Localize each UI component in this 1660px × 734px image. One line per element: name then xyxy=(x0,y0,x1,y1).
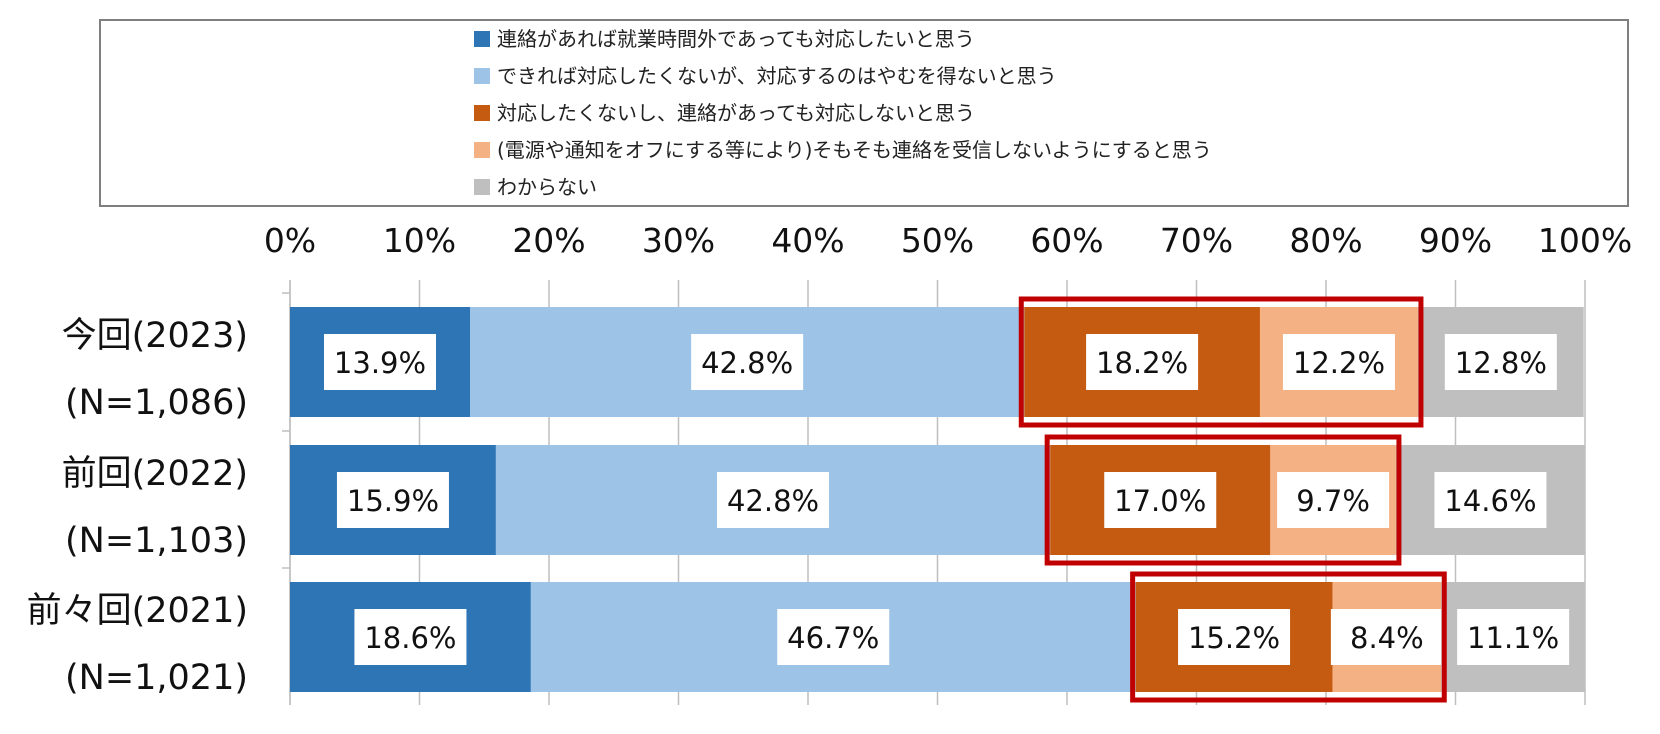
data-label-box-0-1 xyxy=(336,472,449,528)
data-label-box-4-2 xyxy=(1457,609,1570,665)
x-tick-label-6: 60% xyxy=(1030,221,1103,260)
legend-label-4: わからない xyxy=(497,175,597,199)
data-label-0-0: 13.9% xyxy=(334,346,426,380)
legend-label-0: 連絡があれば就業時間外であっても対応したいと思う xyxy=(497,27,975,51)
legend-swatch-4 xyxy=(474,179,490,195)
data-label-box-3-2 xyxy=(1330,609,1443,665)
data-label-box-2-1 xyxy=(1104,472,1217,528)
legend-label-3: (電源や通知をオフにする等により)そもそも連絡を受信しないようにすると思う xyxy=(497,138,1212,162)
data-label-box-4-0 xyxy=(1444,334,1557,390)
category-label-2-line1: 前々回(2021) xyxy=(27,591,248,631)
legend-box xyxy=(99,19,1629,207)
data-label-3-2: 8.4% xyxy=(1350,621,1424,655)
legend: 連絡があれば就業時間外であっても対応したいと思うできれば対応したくないが、対応す… xyxy=(99,19,1629,207)
x-tick-label-2: 20% xyxy=(512,221,585,260)
category-label-0-line2: (N=1,086) xyxy=(65,383,248,423)
data-label-box-2-0 xyxy=(1086,334,1199,390)
data-label-3-0: 12.2% xyxy=(1293,346,1385,380)
category-label-1-line2: (N=1,103) xyxy=(65,521,248,561)
data-label-box-0-0 xyxy=(324,334,437,390)
data-label-1-0: 42.8% xyxy=(701,346,793,380)
legend-swatch-2 xyxy=(474,105,490,121)
data-label-2-0: 18.2% xyxy=(1096,346,1188,380)
data-label-box-0-2 xyxy=(354,609,467,665)
x-tick-label-1: 10% xyxy=(383,221,456,260)
highlight-box-1 xyxy=(1044,434,1402,566)
data-label-box-3-1 xyxy=(1277,472,1390,528)
legend-label-2: 対応したくないし、連絡があっても対応しないと思う xyxy=(497,101,975,125)
legend-swatch-3 xyxy=(474,142,490,158)
data-label-box-3-0 xyxy=(1282,334,1395,390)
x-tick-label-0: 0% xyxy=(264,221,316,260)
data-label-box-2-2 xyxy=(1178,609,1291,665)
category-label-2-line2: (N=1,021) xyxy=(65,658,248,698)
data-label-4-2: 11.1% xyxy=(1467,621,1559,655)
x-tick-label-3: 30% xyxy=(642,221,715,260)
data-label-0-2: 18.6% xyxy=(364,621,456,655)
x-tick-label-8: 80% xyxy=(1289,221,1362,260)
highlight-box-0 xyxy=(1018,296,1424,428)
data-label-box-4-1 xyxy=(1434,472,1547,528)
x-tick-label-7: 70% xyxy=(1160,221,1233,260)
x-tick-label-4: 40% xyxy=(771,221,844,260)
legend-swatch-1 xyxy=(474,68,490,84)
data-label-box-1-0 xyxy=(691,334,804,390)
x-tick-label-10: 100% xyxy=(1538,221,1632,260)
data-label-box-1-2 xyxy=(777,609,890,665)
legend-label-1: できれば対応したくないが、対応するのはやむを得ないと思う xyxy=(497,64,1057,88)
data-label-1-2: 46.7% xyxy=(787,621,879,655)
data-label-0-1: 15.9% xyxy=(347,484,439,518)
data-label-4-1: 14.6% xyxy=(1444,484,1536,518)
data-label-box-1-1 xyxy=(717,472,830,528)
data-label-1-1: 42.8% xyxy=(727,484,819,518)
highlight-box-2 xyxy=(1130,571,1447,703)
x-tick-label-9: 90% xyxy=(1419,221,1492,260)
legend-swatch-0 xyxy=(474,31,490,47)
category-label-0-line1: 今回(2023) xyxy=(62,316,248,356)
data-label-4-0: 12.8% xyxy=(1455,346,1547,380)
x-tick-label-5: 50% xyxy=(901,221,974,260)
y-axis: 今回(2023) (N=1,086) 前回(2022) (N=1,103) 前々回(20… xyxy=(27,280,291,705)
data-label-3-1: 9.7% xyxy=(1296,484,1370,518)
data-label-2-1: 17.0% xyxy=(1114,484,1206,518)
data-label-2-2: 15.2% xyxy=(1188,621,1280,655)
category-label-1-line1: 前回(2022) xyxy=(62,454,248,494)
